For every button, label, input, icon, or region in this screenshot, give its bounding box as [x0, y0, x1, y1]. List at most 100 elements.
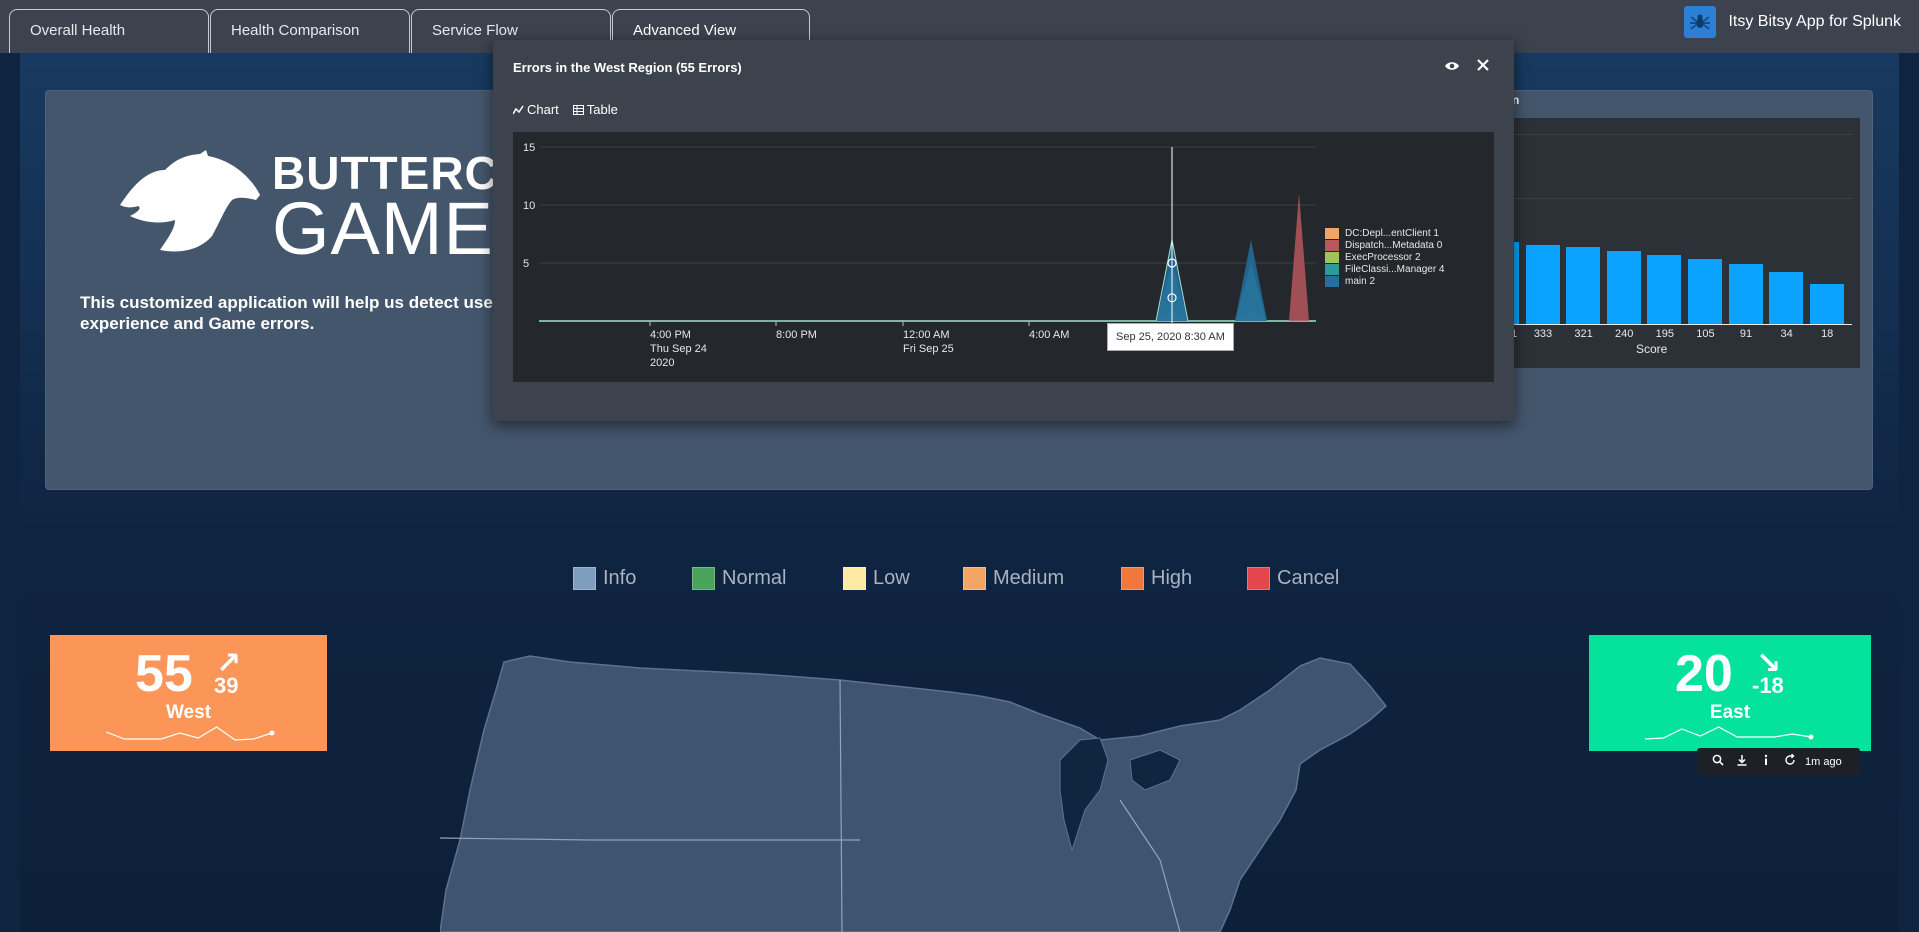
- legend-swatch: [1247, 567, 1270, 590]
- area-series-mark: [1289, 193, 1309, 321]
- eye-icon[interactable]: [1444, 59, 1460, 75]
- legend-swatch: [963, 567, 986, 590]
- app-brand[interactable]: Itsy Bitsy App for Splunk: [1684, 4, 1901, 40]
- horse-logo-icon: [120, 150, 260, 252]
- table-tab[interactable]: Table: [572, 102, 618, 117]
- y-tick-label: 15: [523, 142, 535, 154]
- logo-wordmark: BUTTERCU GAME: [272, 147, 533, 270]
- logo-line-1: BUTTERCU: [272, 147, 533, 199]
- errors-chart[interactable]: 15 10 5 4:00 PM Thu Sep 24 2020 8:00 PM 12:00 A…: [513, 132, 1494, 382]
- chart-legend-item[interactable]: FileClassi...Manager 4: [1325, 263, 1444, 275]
- table-tab-label: Table: [586, 102, 618, 117]
- y-tick-label: 10: [523, 200, 535, 212]
- kpi-east-value: 20: [1675, 645, 1733, 703]
- gridline: [1512, 134, 1852, 135]
- x-tick-label: 4:00 PM: [650, 329, 691, 341]
- x-tick-label: 2020: [650, 357, 674, 369]
- kpi-west[interactable]: 55 ↗ 39 West: [50, 635, 327, 751]
- hover-marker: [1167, 293, 1177, 303]
- legend-swatch: [1121, 567, 1144, 590]
- legend-label: ExecProcessor 2: [1345, 251, 1421, 263]
- chart-tooltip: Sep 25, 2020 8:30 AM: [1107, 323, 1234, 351]
- legend-label: main 2: [1345, 275, 1376, 287]
- kpi-east-region: East: [1709, 702, 1751, 723]
- chart-legend: DC:Depl...entClient 1 Dispatch...Metadata…: [1325, 227, 1444, 287]
- score-bar[interactable]: [1688, 259, 1722, 324]
- logo-line-2: GAME: [272, 187, 494, 270]
- score-bar[interactable]: [1728, 264, 1763, 324]
- legend-label: FileClassi...Manager 4: [1345, 263, 1445, 275]
- score-bar[interactable]: [1512, 242, 1519, 324]
- legend-item-normal: Normal: [692, 567, 786, 590]
- last-updated: 1m ago: [1805, 755, 1842, 768]
- legend-swatch: [1325, 239, 1339, 251]
- x-tick-label: Thu Sep 24: [650, 343, 707, 355]
- app-title: Itsy Bitsy App for Splunk: [1728, 13, 1901, 30]
- chart-tab-label: Chart: [527, 102, 559, 117]
- chart-icon: [513, 105, 524, 114]
- score-bar[interactable]: [1566, 246, 1601, 324]
- score-tick-label: 240: [1615, 328, 1634, 340]
- score-tick-label: 34: [1780, 328, 1793, 340]
- chart-tab[interactable]: Chart: [513, 102, 559, 117]
- close-icon[interactable]: [1476, 54, 1490, 76]
- severity-legend: Info Normal Low Medium High Cancel: [0, 567, 1919, 593]
- gridline: [1512, 198, 1852, 199]
- tab-health-comparison[interactable]: Health Comparison: [210, 9, 410, 53]
- score-axis-title: Score: [1636, 342, 1668, 356]
- legend-swatch: [1325, 251, 1339, 263]
- search-icon[interactable]: [1709, 754, 1727, 769]
- spider-icon: [1684, 6, 1717, 38]
- panel-toolbar: 1m ago: [1697, 748, 1860, 775]
- legend-item-info: Info: [573, 567, 636, 590]
- chart-legend-item[interactable]: DC:Depl...entClient 1: [1325, 227, 1444, 239]
- y-tick-label: 5: [523, 258, 529, 270]
- kpi-west-sparkline: [105, 726, 275, 741]
- score-bar[interactable]: [1647, 255, 1682, 324]
- legend-item-low: Low: [843, 567, 910, 590]
- x-tick-label: 8:00 PM: [776, 329, 817, 341]
- chart-legend-item[interactable]: ExecProcessor 2: [1325, 251, 1444, 263]
- x-tick-label: Fri Sep 25: [903, 343, 954, 355]
- score-tick-label: 105: [1696, 328, 1715, 340]
- legend-label: Dispatch...Metadata 0: [1345, 239, 1443, 251]
- legend-swatch: [692, 567, 715, 590]
- errors-modal: Errors in the West Region (55 Errors) Ch…: [493, 40, 1514, 421]
- kpi-east-sparkline: [1644, 726, 1814, 740]
- score-bar[interactable]: [1525, 245, 1560, 324]
- x-tick-label: 12:00 AM: [903, 329, 949, 341]
- legend-label: DC:Depl...entClient 1: [1345, 227, 1439, 239]
- legend-swatch: [1325, 275, 1339, 287]
- hero-description: This customized application will help us…: [80, 293, 500, 333]
- us-region-map[interactable]: [440, 650, 1480, 932]
- score-bar-chart: 333 321 240 195 105 91 34 18 1 Score: [1511, 118, 1860, 368]
- tab-overall-health[interactable]: Overall Health: [9, 9, 209, 53]
- legend-item-medium: Medium: [963, 567, 1064, 590]
- score-bar[interactable]: [1606, 251, 1641, 324]
- score-tick-label: 333: [1533, 328, 1553, 340]
- score-tick-label: 1: [1510, 328, 1518, 340]
- score-bar[interactable]: [1809, 283, 1844, 324]
- score-tick-label: 18: [1821, 328, 1834, 340]
- chart-legend-item[interactable]: Dispatch...Metadata 0: [1325, 239, 1444, 251]
- refresh-icon[interactable]: [1781, 753, 1799, 769]
- legend-item-cancel: Cancel: [1247, 567, 1339, 590]
- x-axis-line: [1512, 324, 1852, 325]
- download-icon[interactable]: [1733, 754, 1751, 769]
- chart-legend-item[interactable]: main 2: [1325, 275, 1444, 287]
- hover-marker: [1167, 258, 1177, 268]
- score-tick-label: 91: [1739, 328, 1753, 340]
- errors-chart-svg: 15 10 5 4:00 PM Thu Sep 24 2020 8:00 PM 12:00 A…: [523, 142, 1316, 369]
- legend-swatch: [1325, 227, 1339, 239]
- trend-up-icon: ↗: [216, 647, 242, 680]
- kpi-east-delta: -18: [1752, 673, 1784, 698]
- info-icon[interactable]: [1757, 754, 1775, 769]
- table-icon: [572, 104, 584, 115]
- legend-swatch: [573, 567, 596, 590]
- legend-item-high: High: [1121, 567, 1192, 590]
- x-tick-label: 4:00 AM: [1029, 329, 1069, 341]
- view-switch: Chart Table: [513, 102, 618, 117]
- kpi-west-delta: 39: [214, 673, 239, 698]
- score-bar[interactable]: [1769, 271, 1804, 324]
- kpi-east[interactable]: 20 ↘ -18 East: [1589, 635, 1871, 751]
